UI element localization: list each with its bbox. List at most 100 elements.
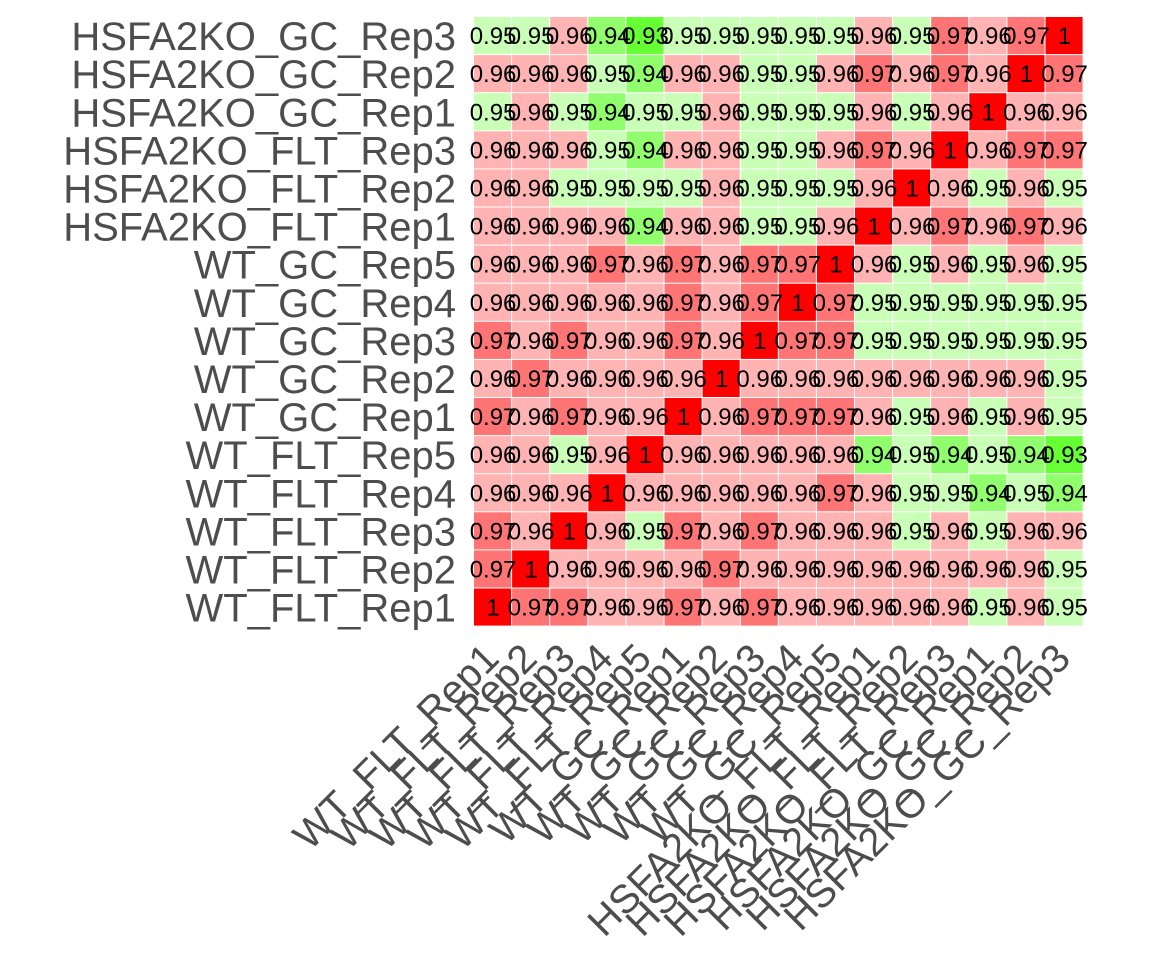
heatmap-cell [893, 245, 931, 283]
heatmap-cell [969, 359, 1007, 397]
cell-value-label: 0.96 [660, 556, 707, 583]
cell-value-label: 0.95 [889, 480, 936, 507]
cell-value-label: 0.97 [813, 328, 860, 355]
cell-value-label: 0.96 [660, 366, 707, 393]
cell-value-label: 0.96 [813, 214, 860, 241]
heatmap-cell [664, 588, 702, 626]
row-label: WT_FLT_Rep5 [186, 434, 456, 478]
heatmap-cell [702, 207, 740, 245]
cell-value-label: 0.97 [736, 252, 783, 279]
heatmap-cell [626, 283, 664, 321]
cell-value-label: 1 [486, 595, 499, 622]
heatmap-cell [702, 588, 740, 626]
heatmap-cell [778, 512, 816, 550]
cell-value-label: 0.96 [470, 61, 517, 88]
heatmap-cell [550, 169, 588, 207]
heatmap-cell [1007, 398, 1045, 436]
cell-value-label: 1 [829, 252, 842, 279]
heatmap-cell [664, 283, 702, 321]
cell-value-label: 0.96 [698, 214, 745, 241]
cell-value-label: 0.95 [1041, 404, 1088, 431]
heatmap-cell [893, 17, 931, 55]
heatmap-cell [778, 436, 816, 474]
cell-value-label: 0.95 [851, 290, 898, 317]
cell-value-label: 0.95 [889, 99, 936, 126]
heatmap-cell [664, 550, 702, 588]
heatmap-cell [969, 245, 1007, 283]
row-label: HSFA2KO_FLT_Rep2 [63, 167, 456, 211]
heatmap-cell [778, 131, 816, 169]
cell-value-label: 0.95 [1041, 366, 1088, 393]
heatmap-cell [893, 169, 931, 207]
heatmap-cell [664, 359, 702, 397]
heatmap-cell [1045, 398, 1083, 436]
heatmap-cell [778, 359, 816, 397]
heatmap-cell [550, 321, 588, 359]
heatmap-cell [550, 283, 588, 321]
cell-value-label: 0.96 [546, 290, 593, 317]
cell-value-label: 0.95 [889, 23, 936, 50]
heatmap-cell [664, 131, 702, 169]
cell-value-label: 0.96 [813, 61, 860, 88]
cell-value-label: 0.95 [622, 99, 669, 126]
cell-value-label: 0.97 [851, 137, 898, 164]
cell-value-label: 0.95 [889, 252, 936, 279]
heatmap-cell [1045, 93, 1083, 131]
heatmap-cell [588, 512, 626, 550]
heatmap-cell [893, 93, 931, 131]
heatmap-cell [1045, 359, 1083, 397]
cell-value-label: 0.97 [698, 556, 745, 583]
cell-value-label: 0.95 [774, 61, 821, 88]
cell-value-label: 0.95 [736, 23, 783, 50]
heatmap-cells [474, 17, 1083, 626]
heatmap-cell [1007, 245, 1045, 283]
cell-value-label: 0.97 [736, 518, 783, 545]
heatmap-cell [816, 550, 854, 588]
heatmap-cell [855, 359, 893, 397]
cell-value-label: 0.96 [508, 137, 555, 164]
heatmap-cell [931, 93, 969, 131]
cell-value-label: 0.96 [546, 61, 593, 88]
cell-value-label: 0.95 [965, 442, 1012, 469]
cell-value-label: 0.94 [927, 442, 974, 469]
heatmap-cell [816, 245, 854, 283]
cell-value-label: 0.95 [1041, 252, 1088, 279]
heatmap-cell [816, 474, 854, 512]
cell-value-label: 0.96 [584, 556, 631, 583]
cell-value-label: 0.96 [851, 99, 898, 126]
cell-value-label: 0.96 [698, 442, 745, 469]
heatmap-cell [1007, 512, 1045, 550]
heatmap-cell [1007, 283, 1045, 321]
cell-value-label: 0.95 [774, 137, 821, 164]
heatmap-cell [778, 207, 816, 245]
cell-value-label: 1 [677, 404, 690, 431]
heatmap-cell [1045, 245, 1083, 283]
cell-value-label: 0.96 [622, 252, 669, 279]
heatmap-cell [816, 283, 854, 321]
cell-value-label: 0.96 [698, 518, 745, 545]
heatmap-cell [588, 474, 626, 512]
heatmap-cell [588, 245, 626, 283]
heatmap-cell [512, 474, 550, 512]
cell-value-label: 0.97 [660, 595, 707, 622]
heatmap-cell [588, 169, 626, 207]
cell-value-label: 0.97 [813, 290, 860, 317]
heatmap-cell [474, 169, 512, 207]
heatmap-cell [702, 283, 740, 321]
heatmap-cell [893, 359, 931, 397]
cell-value-label: 0.95 [813, 175, 860, 202]
heatmap-cell [626, 359, 664, 397]
heatmap-cell [1007, 207, 1045, 245]
heatmap-cell [778, 245, 816, 283]
heatmap-cell [931, 550, 969, 588]
heatmap-cell [855, 245, 893, 283]
cell-value-label: 1 [944, 137, 957, 164]
cell-value-label: 0.95 [774, 23, 821, 50]
cell-value-label: 0.96 [851, 480, 898, 507]
cell-value-label: 1 [1020, 61, 1033, 88]
heatmap-cell [664, 207, 702, 245]
cell-value-label: 0.96 [813, 556, 860, 583]
cell-value-label: 0.95 [813, 23, 860, 50]
cell-value-label: 0.96 [736, 480, 783, 507]
heatmap-cell [702, 436, 740, 474]
